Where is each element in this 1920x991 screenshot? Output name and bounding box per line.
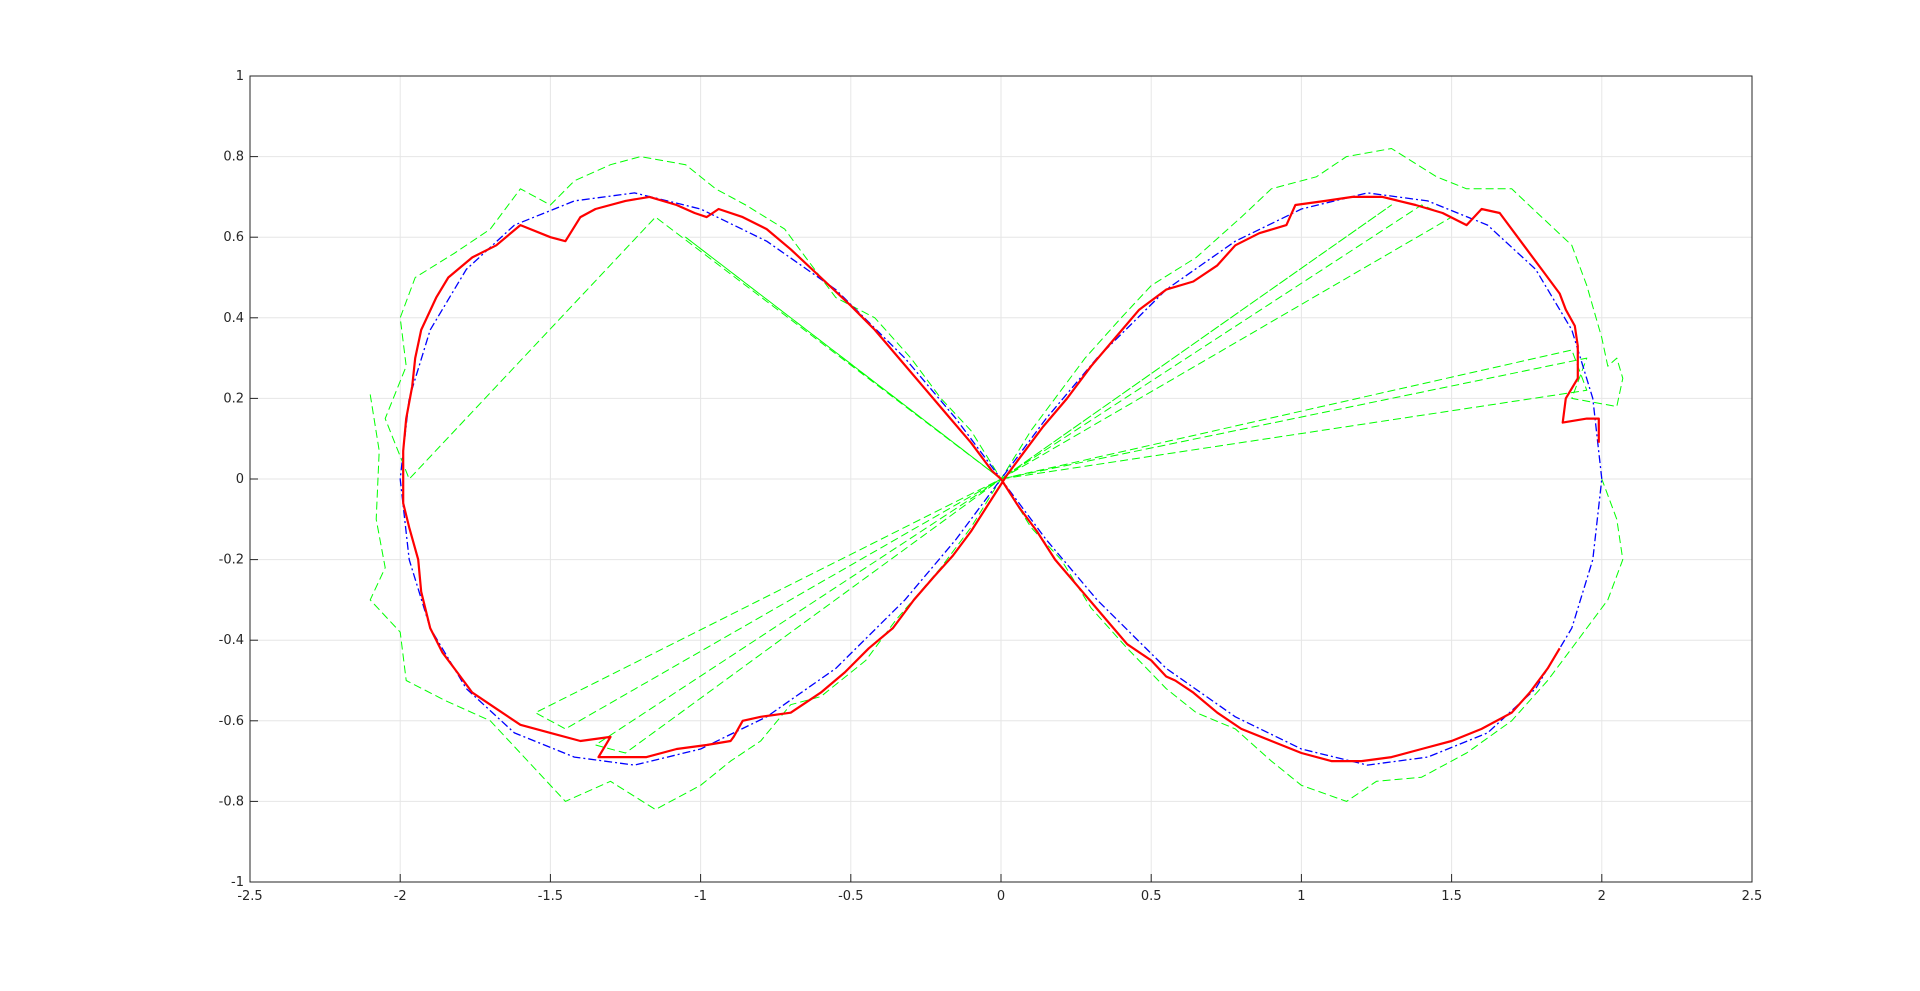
y-tick-label: -1 xyxy=(231,875,244,890)
series-blue-dashdot-line xyxy=(399,192,1603,766)
y-tick-label: -0.6 xyxy=(219,714,244,729)
y-tick-label: -0.2 xyxy=(219,553,244,568)
x-tick-label: 1 xyxy=(1297,889,1305,904)
y-tick-label: 0.4 xyxy=(223,311,244,326)
series-green-dashed-line xyxy=(369,148,1624,810)
y-tick-label: -0.4 xyxy=(219,633,244,648)
series-red-solid-line xyxy=(402,195,1600,763)
x-tick-label: 2.5 xyxy=(1742,889,1763,904)
y-tick-label: 1 xyxy=(236,69,244,84)
series-layer xyxy=(369,148,1624,810)
y-tick-label: 0.2 xyxy=(223,391,244,406)
x-tick-label: -0.5 xyxy=(838,889,863,904)
y-tick-label: -0.8 xyxy=(219,794,244,809)
x-tick-label: 0 xyxy=(997,889,1005,904)
x-tick-label: -1 xyxy=(694,889,707,904)
tick-layer: -2.5 -2 -1.5 -1 -0.5 0 0.5 1 1.5 2 2.5 -1 -0.8 -0.6 -0… xyxy=(219,69,1763,904)
x-tick-label: -2.5 xyxy=(237,889,262,904)
y-tick-label: 0 xyxy=(236,472,244,487)
x-tick-label: 1.5 xyxy=(1441,889,1462,904)
x-tick-label: -1.5 xyxy=(538,889,563,904)
y-tick-label: 0.6 xyxy=(223,230,244,245)
x-tick-label: -2 xyxy=(394,889,407,904)
x-tick-label: 0.5 xyxy=(1141,889,1162,904)
x-tick-label: 2 xyxy=(1598,889,1606,904)
y-tick-label: 0.8 xyxy=(223,150,244,165)
